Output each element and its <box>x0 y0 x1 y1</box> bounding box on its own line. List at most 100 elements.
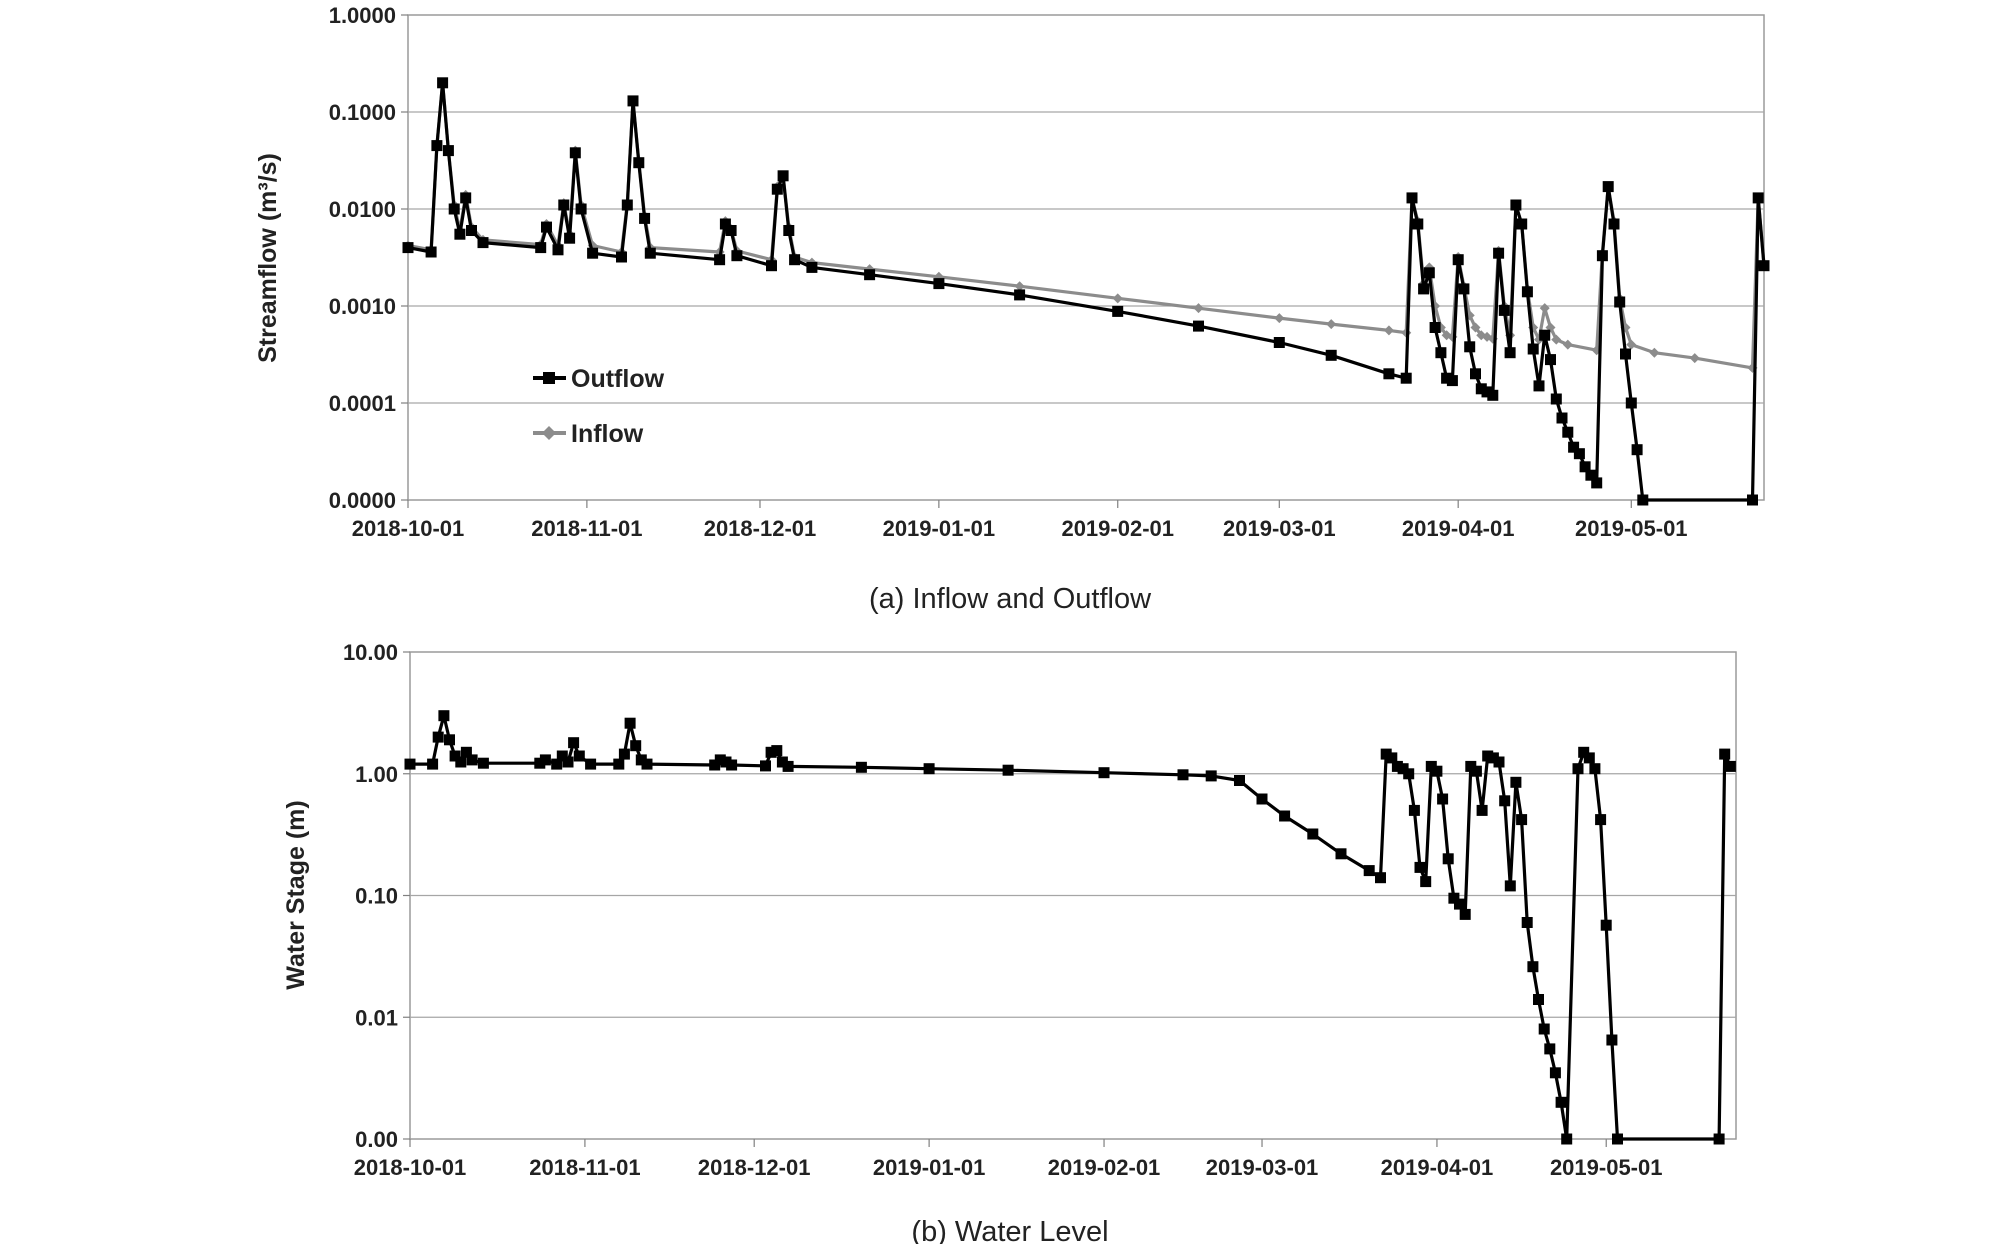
data-point-stage <box>1335 848 1347 860</box>
x-tick-label: 2018-10-01 <box>354 1155 467 1180</box>
data-point-stage <box>1205 770 1217 782</box>
data-point-outflow <box>771 183 783 195</box>
data-point-outflow <box>621 199 633 211</box>
data-point-stage <box>477 757 489 769</box>
data-point-outflow <box>1325 349 1337 361</box>
data-point-outflow <box>1620 348 1631 360</box>
data-point-outflow <box>569 147 581 159</box>
data-point-stage <box>1256 793 1268 805</box>
data-point-stage <box>444 734 455 746</box>
data-point-inflow <box>1539 303 1550 314</box>
data-point-stage <box>1544 1043 1556 1055</box>
data-point-outflow <box>639 212 651 224</box>
data-point-stage <box>1476 804 1488 816</box>
legend: Outflow Inflow <box>533 365 665 448</box>
data-point-outflow <box>575 203 587 215</box>
data-point-outflow <box>1637 494 1649 506</box>
data-point-stage <box>776 756 788 768</box>
y-tick-label: 0.00 <box>355 1127 398 1152</box>
data-point-outflow <box>1568 441 1580 453</box>
data-point-stage <box>1600 919 1612 931</box>
data-point-stage <box>1487 752 1499 764</box>
data-point-outflow <box>1758 260 1770 272</box>
caption-a: (a) Inflow and Outflow <box>869 583 1152 615</box>
data-point-stage <box>1408 804 1420 816</box>
data-point-inflow <box>1626 339 1637 350</box>
data-point-stage <box>1549 1067 1561 1079</box>
data-point-outflow <box>425 246 437 258</box>
data-point-stage <box>1516 814 1528 826</box>
data-point-inflow <box>1470 322 1481 333</box>
data-point-outflow <box>1631 444 1643 456</box>
data-point-stage <box>1459 908 1471 920</box>
y-tick-label: 0.0001 <box>329 391 396 416</box>
data-point-stage <box>1420 876 1432 888</box>
data-point-outflow <box>1585 469 1597 481</box>
data-point-outflow <box>1112 305 1124 317</box>
data-point-stage <box>568 737 580 749</box>
y-tick-label: 10.00 <box>343 640 398 665</box>
data-point-stage <box>1465 760 1477 772</box>
legend-label-inflow: Inflow <box>571 420 644 448</box>
data-point-stage <box>1719 748 1731 760</box>
data-point-outflow <box>466 225 477 236</box>
data-point-stage <box>1482 750 1494 762</box>
data-point-outflow <box>714 254 726 266</box>
x-tick-label: 2019-02-01 <box>1048 1155 1161 1180</box>
data-point-stage <box>641 758 653 770</box>
data-point-stage <box>765 746 777 758</box>
data-point-outflow <box>477 237 489 249</box>
y-tick-label: 0.0100 <box>329 197 396 222</box>
data-point-stage <box>1724 760 1736 772</box>
data-point-outflow <box>1464 341 1476 353</box>
data-point-outflow <box>766 260 777 272</box>
data-point-outflow <box>1383 368 1395 380</box>
data-point-outflow <box>1273 337 1285 348</box>
data-point-stage <box>1555 1096 1567 1108</box>
data-point-inflow <box>1649 347 1660 358</box>
data-point-stage <box>1002 764 1014 776</box>
data-point-stage <box>1431 765 1443 777</box>
data-point-outflow <box>719 218 731 230</box>
data-point-stage <box>1527 961 1539 973</box>
x-tick-label: 2018-12-01 <box>704 516 817 541</box>
data-point-stage <box>534 757 546 769</box>
data-point-stage <box>556 750 568 762</box>
data-point-stage <box>714 754 726 766</box>
data-point-outflow <box>1521 286 1533 298</box>
data-point-stage <box>771 745 783 757</box>
data-point-stage <box>1098 767 1110 779</box>
data-point-inflow <box>1689 353 1700 364</box>
x-tick-label: 2018-12-01 <box>698 1155 811 1180</box>
data-point-outflow <box>1579 461 1591 473</box>
data-point-stage <box>1493 756 1505 768</box>
data-point-outflow <box>1550 393 1562 405</box>
data-point-outflow <box>558 199 570 211</box>
data-point-outflow <box>1562 426 1574 438</box>
data-point-stage <box>1521 917 1533 928</box>
data-point-outflow <box>564 232 576 244</box>
data-point-outflow <box>1487 389 1499 401</box>
data-point-inflow <box>1551 334 1562 345</box>
y-tick-label: 1.00 <box>355 762 398 787</box>
data-point-stage <box>1414 861 1426 873</box>
x-tick-label: 2019-02-01 <box>1061 516 1174 541</box>
data-point-stage <box>1612 1133 1623 1145</box>
data-point-stage <box>1442 853 1454 865</box>
x-tick-label: 2019-05-01 <box>1550 1155 1663 1180</box>
legend-marker-inflow <box>542 426 556 440</box>
data-point-stage <box>1375 872 1386 884</box>
data-point-stage <box>455 756 467 768</box>
data-point-stage <box>1386 752 1398 764</box>
data-point-outflow <box>1596 250 1608 262</box>
data-point-outflow <box>731 250 743 262</box>
data-point-stage <box>460 746 472 758</box>
x-ticks-a: 2018-10-01 2018-11-01 2018-12-01 2019-01-01… <box>352 500 1688 541</box>
data-point-stage <box>1561 1133 1573 1145</box>
data-point-outflow <box>1423 267 1435 279</box>
data-point-stage <box>1425 760 1437 772</box>
legend-marker-outflow <box>543 372 555 384</box>
data-point-outflow <box>454 228 466 240</box>
data-point-stage <box>466 754 478 766</box>
data-point-stage <box>1177 769 1189 781</box>
